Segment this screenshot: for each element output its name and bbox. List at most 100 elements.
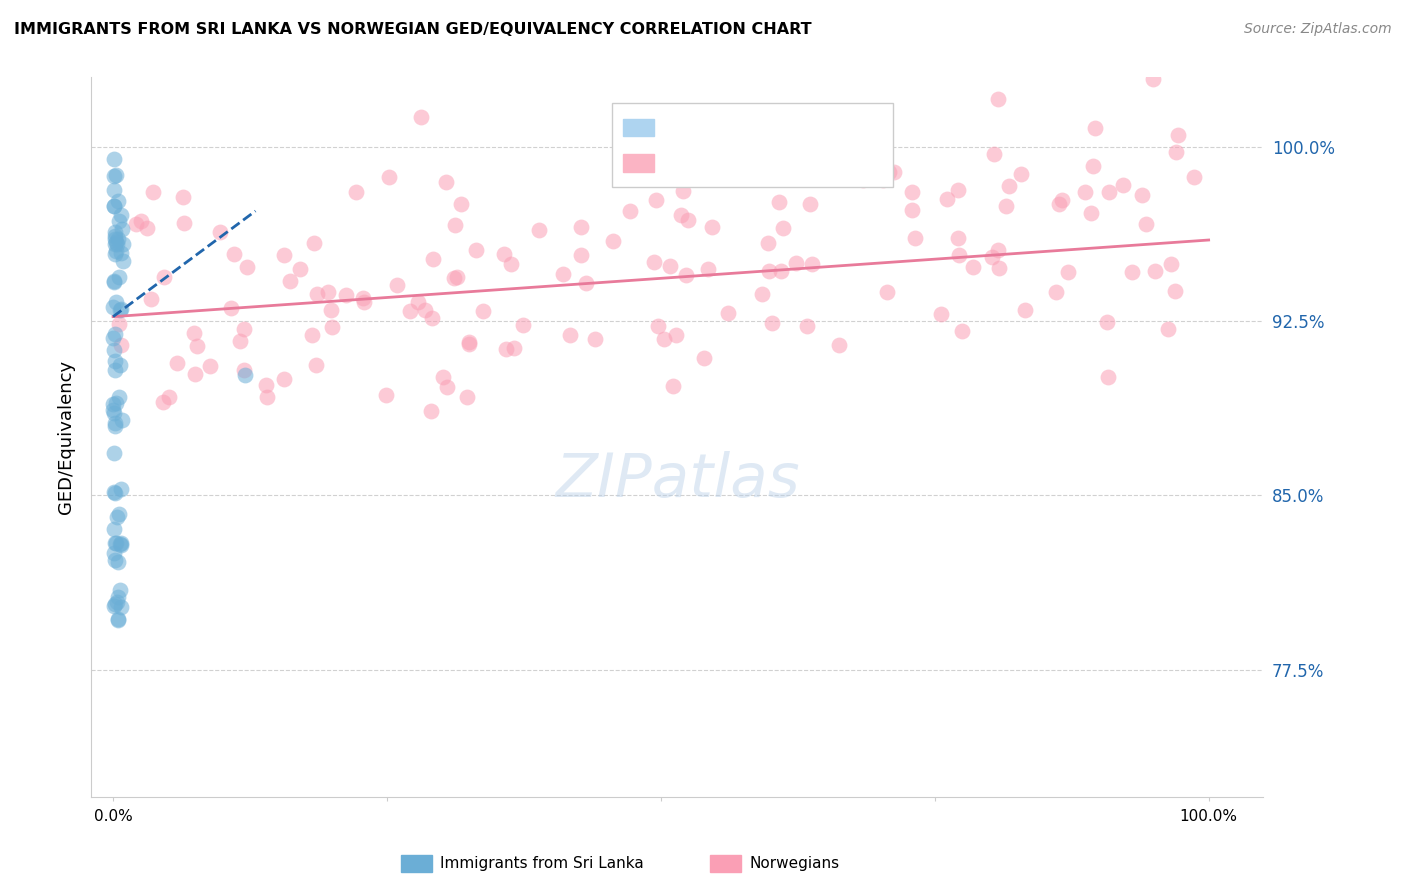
Point bbox=[166, 356, 188, 370]
Point bbox=[110, 245, 132, 260]
Point bbox=[209, 225, 232, 239]
Point bbox=[316, 285, 339, 300]
Point bbox=[273, 248, 295, 262]
Point bbox=[408, 295, 430, 310]
Point bbox=[105, 237, 128, 252]
Point bbox=[471, 304, 494, 318]
Point bbox=[443, 218, 465, 232]
Point bbox=[935, 193, 957, 207]
Point bbox=[1135, 217, 1157, 231]
Point bbox=[644, 193, 666, 207]
Point bbox=[800, 257, 823, 271]
Point bbox=[319, 303, 342, 318]
Point bbox=[103, 402, 125, 417]
Text: 100.0%: 100.0% bbox=[1180, 809, 1237, 824]
Point bbox=[675, 268, 697, 282]
Point bbox=[799, 196, 821, 211]
Point bbox=[1167, 128, 1189, 142]
Point bbox=[1143, 264, 1166, 278]
Point bbox=[409, 111, 432, 125]
Point bbox=[758, 264, 780, 278]
Point bbox=[198, 359, 221, 374]
Point bbox=[560, 327, 582, 342]
Point bbox=[872, 173, 894, 187]
Point bbox=[987, 92, 1010, 106]
Point bbox=[1045, 285, 1067, 299]
Point bbox=[1097, 369, 1119, 384]
Point bbox=[665, 327, 688, 342]
Point bbox=[1164, 284, 1187, 298]
Point bbox=[950, 324, 973, 338]
Point bbox=[1097, 315, 1119, 329]
Point bbox=[904, 231, 927, 245]
Point bbox=[1164, 145, 1187, 159]
Point bbox=[103, 522, 125, 536]
Point bbox=[172, 190, 194, 204]
Point bbox=[108, 302, 131, 317]
Point bbox=[693, 351, 716, 365]
Point bbox=[1121, 265, 1143, 279]
Point bbox=[946, 231, 969, 245]
Point bbox=[110, 537, 132, 551]
Point bbox=[569, 248, 592, 262]
Point bbox=[110, 583, 132, 598]
Point bbox=[103, 343, 125, 357]
Point bbox=[108, 507, 131, 521]
Point bbox=[103, 406, 125, 420]
Point bbox=[104, 231, 127, 245]
Point bbox=[152, 395, 174, 409]
Point bbox=[446, 270, 468, 285]
Point bbox=[103, 300, 125, 314]
Point bbox=[256, 390, 278, 404]
Point bbox=[883, 165, 905, 179]
Point bbox=[110, 338, 132, 352]
Point bbox=[672, 184, 695, 198]
Point bbox=[450, 196, 472, 211]
Point bbox=[946, 182, 969, 196]
Point bbox=[153, 269, 176, 284]
Point bbox=[647, 319, 669, 334]
Point bbox=[107, 612, 129, 626]
Point bbox=[571, 220, 593, 235]
Point bbox=[110, 535, 132, 549]
Text: R =: R = bbox=[662, 120, 696, 135]
Text: N =: N = bbox=[755, 120, 789, 135]
Point bbox=[110, 302, 132, 317]
Point bbox=[108, 318, 131, 332]
Point bbox=[104, 236, 127, 251]
Point bbox=[876, 285, 898, 299]
Text: Norwegians: Norwegians bbox=[749, 856, 839, 871]
Point bbox=[353, 294, 375, 309]
Point bbox=[273, 372, 295, 386]
Point bbox=[103, 546, 125, 560]
Point bbox=[852, 172, 875, 186]
Point bbox=[107, 231, 129, 245]
Point bbox=[184, 367, 207, 381]
Point bbox=[110, 208, 132, 222]
Point bbox=[104, 326, 127, 341]
Point bbox=[335, 288, 357, 302]
Point bbox=[222, 247, 245, 261]
Point bbox=[104, 225, 127, 239]
Point bbox=[104, 597, 127, 611]
Text: 67: 67 bbox=[790, 120, 810, 135]
Point bbox=[103, 169, 125, 183]
Point bbox=[385, 278, 408, 293]
Point bbox=[877, 165, 900, 179]
Point bbox=[583, 332, 606, 346]
Point bbox=[503, 341, 526, 355]
Point bbox=[643, 255, 665, 269]
Point bbox=[321, 319, 343, 334]
Point bbox=[1112, 178, 1135, 192]
Point bbox=[948, 248, 970, 262]
Point bbox=[103, 331, 125, 345]
Point bbox=[1083, 159, 1105, 173]
Point bbox=[378, 170, 401, 185]
Point bbox=[983, 146, 1005, 161]
Point bbox=[105, 509, 128, 524]
Point bbox=[399, 304, 422, 318]
Point bbox=[103, 484, 125, 499]
Point bbox=[1142, 71, 1164, 86]
Point bbox=[1010, 168, 1032, 182]
Point bbox=[104, 354, 127, 368]
